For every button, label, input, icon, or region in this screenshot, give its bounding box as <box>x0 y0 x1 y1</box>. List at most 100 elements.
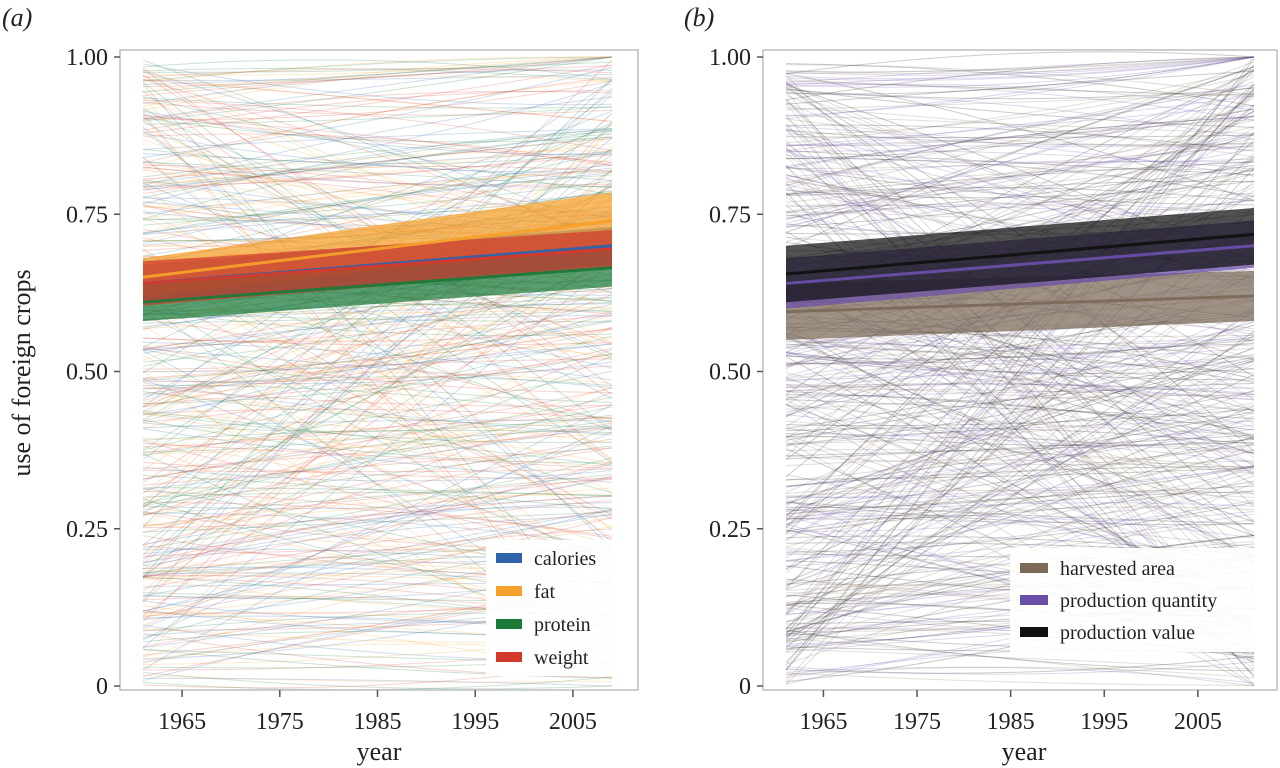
panel-a-background-line <box>142 674 613 683</box>
panel-b-background-line <box>785 637 1255 687</box>
panel-b-background-line <box>785 160 1255 178</box>
panel-a-y-tick-label: 1.00 <box>66 45 108 71</box>
panel-b-background-line <box>785 412 1255 495</box>
panel-b-background-line <box>785 491 1255 532</box>
panel-b-background-line <box>785 83 1255 121</box>
panel-a-background-line <box>142 335 613 451</box>
panel-a-background-line <box>142 391 613 428</box>
panel-a-background-line <box>142 477 613 529</box>
panel-a-background-line <box>142 75 613 93</box>
panel-a-background-line <box>142 413 613 464</box>
panel-a-background-line <box>142 386 613 407</box>
panel-a-background-line <box>142 166 613 186</box>
panel-b-background-line <box>785 70 1255 105</box>
panel-b-background-line <box>785 384 1255 411</box>
panel-a-background-line <box>142 492 613 498</box>
panel-a-legend-swatch-protein <box>496 619 522 629</box>
panel-b-background-line <box>785 79 1255 96</box>
panel-b-background-line <box>785 361 1255 415</box>
panel-b-background-line <box>785 56 1255 74</box>
panel-a-background-line <box>142 73 613 81</box>
panel-b-background-line <box>785 116 1255 169</box>
panel-b-background-line <box>785 334 1255 436</box>
panel-a-background-line <box>142 408 613 419</box>
panel-a-background-line <box>142 447 613 486</box>
panel-b-background-line <box>785 108 1255 160</box>
panel-b-background-line <box>785 404 1255 435</box>
panel-a-background-line <box>142 126 613 549</box>
panel-b-background-line <box>785 187 1255 202</box>
panel-b-background-line <box>785 363 1255 611</box>
panel-a-background-line <box>142 365 613 383</box>
panel-a-background-line <box>142 438 613 534</box>
panel-a-background-line <box>142 425 613 671</box>
panel-b-background-line <box>785 339 1255 379</box>
panel-b-background-line <box>785 449 1255 533</box>
panel-a-background-line <box>142 129 613 189</box>
panel-b-background-line <box>785 394 1255 410</box>
panel-a-background-line <box>142 494 613 510</box>
panel-a-background-line <box>142 159 613 208</box>
panel-b-background-line <box>785 56 1255 73</box>
panel-a-background-line <box>142 347 613 423</box>
panel-b-background-line <box>785 382 1255 438</box>
panel-a-background-line <box>142 468 613 473</box>
panel-b-background-line <box>785 513 1255 567</box>
panel-a-background-line <box>142 56 613 120</box>
panel-b-background-line <box>785 355 1255 381</box>
panel-a-background-line <box>142 113 613 494</box>
panel-a-background-line <box>142 167 613 245</box>
panel-b-background-line <box>785 508 1255 523</box>
panel-b-background-line <box>785 648 1255 670</box>
panel-a-background-line <box>142 65 613 96</box>
panel-b-background-line <box>785 308 1255 542</box>
panel-a-background-line <box>142 427 613 441</box>
panel-a-background-line <box>142 512 613 547</box>
panel-a-background-line <box>142 420 613 511</box>
panel-a-background-line <box>142 412 613 444</box>
panel-b-background-line <box>785 180 1255 199</box>
panel-b-background-line <box>785 116 1255 146</box>
panel-b-background-line <box>785 449 1255 470</box>
panel-b-background-line <box>785 655 1255 674</box>
panel-a-plot-frame <box>119 49 639 691</box>
panel-a-background-line <box>142 56 613 76</box>
panel-b-background-line <box>785 435 1255 590</box>
panel-b-background-line <box>785 89 1255 666</box>
panel-a-background-line <box>142 474 613 510</box>
panel-b-background-line <box>785 433 1255 472</box>
panel-b-x-axis: 1965 1975 1985 1995 2005 <box>799 690 1222 735</box>
panel-b-background-line <box>785 56 1255 76</box>
panel-a-background-line <box>142 417 613 454</box>
panel-b-background-line <box>785 387 1255 399</box>
panel-a-x-tick-label: 1985 <box>354 709 402 735</box>
panel-b-background-line <box>785 107 1255 158</box>
panel-b-background-line <box>785 168 1255 195</box>
panel-a-background-line <box>142 56 613 83</box>
panel-a-background-line <box>142 309 613 337</box>
panel-b-background-line <box>785 150 1255 170</box>
panel-b-background-line <box>785 506 1255 535</box>
panel-a-background-line <box>142 406 613 505</box>
panel-b-legend: harvested area production quantity product… <box>1010 548 1268 652</box>
panel-b-background-line <box>785 58 1255 640</box>
panel-b-x-tick-label: 1995 <box>1080 709 1128 735</box>
panel-b-background-line <box>785 74 1255 136</box>
panel-a-background-line <box>142 56 613 88</box>
panel-b-background-line <box>785 391 1255 431</box>
panel-a-background-line <box>142 132 613 173</box>
panel-b-background-line <box>785 88 1255 128</box>
panel-b-background-line <box>785 666 1255 679</box>
panel-a-background-line <box>142 80 613 120</box>
panel-b-background-line <box>785 125 1255 177</box>
panel-b-mean-line-production-quantity <box>785 244 1255 285</box>
panel-b-background-line <box>785 180 1255 211</box>
panel-a-background-line <box>142 328 613 390</box>
panel-a-background-line <box>142 677 613 687</box>
panel-a-background-line <box>142 447 613 546</box>
panel-a-legend-label-fat: fat <box>534 581 556 603</box>
panel-a-background-line <box>142 174 613 235</box>
panel-a-background-line <box>142 478 613 527</box>
panel-a-background-line <box>142 511 613 533</box>
panel-b-background-line <box>785 442 1255 622</box>
